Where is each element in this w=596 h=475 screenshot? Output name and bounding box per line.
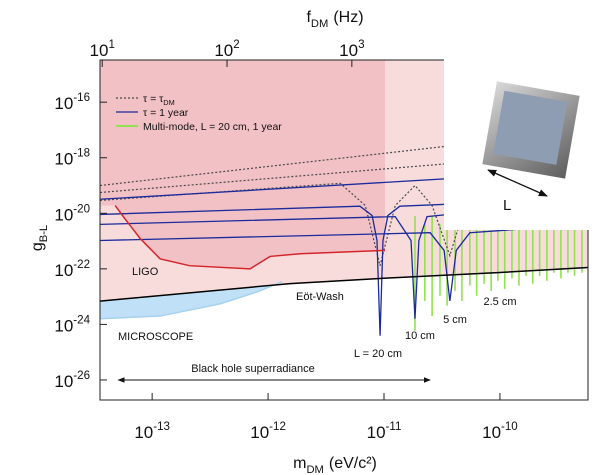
legend-label: τ = 1 year: [143, 107, 189, 119]
chart: 10-1310-1210-1110-1010-1610-1810-2010-22…: [0, 0, 596, 475]
length-annotation: 10 cm: [405, 330, 435, 342]
x-axis-label-sub: DM: [306, 464, 323, 475]
top-tick-label-base: 10: [90, 41, 109, 60]
y-tick-label-exp: -26: [73, 370, 90, 382]
x-tick-label-base: 10: [134, 423, 153, 442]
legend-label-name: τ = τ: [143, 93, 164, 105]
x-tick-label-base: 10: [482, 423, 501, 442]
x-tick-label-base: 10: [250, 423, 269, 442]
superradiance-label: Black hole superradiance: [191, 363, 315, 375]
y-tick-label-base: 10: [54, 150, 73, 169]
top-tick-label-exp: 3: [358, 39, 364, 51]
y-tick-label-exp: -18: [73, 148, 90, 160]
x-tick-label-exp: -11: [386, 421, 402, 433]
legend-label-sub: DM: [163, 98, 174, 107]
legend-label: Multi-mode, L = 20 cm, 1 year: [143, 121, 282, 133]
inset-label: L: [503, 197, 511, 214]
y-tick-label-exp: -24: [73, 314, 90, 326]
y-axis-label-sub: B-L: [38, 225, 50, 242]
constraint-label: Eöt-Wash: [296, 291, 344, 303]
y-tick-label-exp: -22: [73, 259, 90, 271]
x-axis-label-unit: (eV/c²): [329, 455, 377, 472]
y-tick-label-base: 10: [54, 372, 73, 391]
x-tick-label-exp: -12: [269, 421, 286, 433]
x-tick-label-base: 10: [367, 423, 386, 442]
chip-face: [493, 91, 567, 165]
top-tick-label-base: 10: [339, 41, 358, 60]
y-axis-label-main: g: [29, 242, 46, 251]
length-annotation: L = 20 cm: [354, 348, 402, 360]
y-tick-label-exp: -20: [73, 203, 90, 215]
length-annotation: 5 cm: [443, 314, 467, 326]
x-tick-label-exp: -10: [501, 421, 518, 433]
length-annotation: 2.5 cm: [483, 296, 516, 308]
y-tick-label-base: 10: [54, 316, 73, 335]
y-tick-label-base: 10: [54, 205, 73, 224]
top-tick-label-exp: 1: [108, 39, 114, 51]
y-tick-label-exp: -16: [73, 92, 90, 104]
y-tick-label-base: 10: [54, 94, 73, 113]
inset-chip: [482, 81, 579, 178]
top-tick-label-exp: 2: [233, 39, 239, 51]
top-tick-label-base: 10: [214, 41, 233, 60]
legend-label-name: τ = 1 year: [143, 107, 189, 119]
x-tick-label-exp: -13: [153, 421, 170, 433]
legend-label-name: Multi-mode, L = 20 cm, 1 year: [143, 121, 282, 133]
constraint-label: LIGO: [132, 266, 159, 278]
top-axis-label-sub: DM: [311, 18, 328, 30]
top-axis-label-unit: (Hz): [333, 9, 363, 26]
y-tick-label-base: 10: [54, 261, 73, 280]
x-axis-label-main: m: [293, 455, 306, 472]
constraint-label: MICROSCOPE: [118, 331, 193, 343]
